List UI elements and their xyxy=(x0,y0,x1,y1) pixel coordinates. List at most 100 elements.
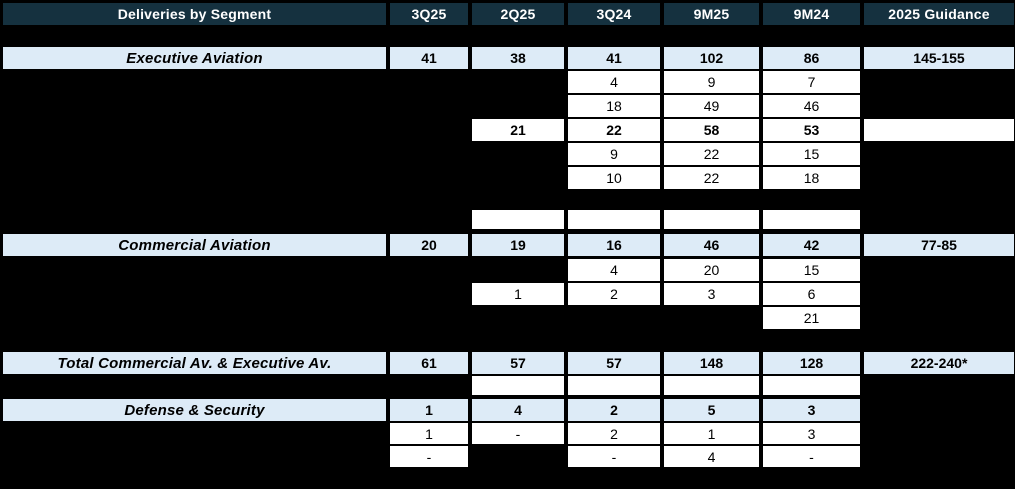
empty-cell xyxy=(864,210,1014,229)
label-spacer xyxy=(3,307,386,329)
value-cell: 3 xyxy=(664,283,759,305)
empty-cell xyxy=(472,71,564,93)
detail-row: 18 49 46 xyxy=(3,95,1015,117)
value-cell: 57 xyxy=(568,352,660,374)
value-cell: 7 xyxy=(763,71,860,93)
value-cell: 3 xyxy=(763,399,860,421)
blank-value-cell xyxy=(472,376,564,395)
empty-cell xyxy=(864,95,1014,117)
value-cell: 18 xyxy=(568,95,660,117)
empty-cell xyxy=(664,307,759,329)
detail-row: 9 22 15 xyxy=(3,143,1015,165)
label-spacer xyxy=(3,423,386,444)
empty-cell xyxy=(390,119,468,141)
empty-cell xyxy=(472,446,564,467)
empty-cell xyxy=(864,423,1014,444)
value-cell: - xyxy=(568,446,660,467)
blank-value-cell xyxy=(472,210,564,229)
label-spacer xyxy=(3,167,386,189)
label-spacer xyxy=(3,283,386,305)
value-cell: 61 xyxy=(390,352,468,374)
empty-cell xyxy=(864,376,1014,395)
value-cell: 20 xyxy=(390,234,468,256)
label-spacer xyxy=(3,143,386,165)
value-cell: 15 xyxy=(763,259,860,281)
table-body: Executive Aviation 41 38 41 102 86 145-155 4 9 7 1… xyxy=(3,47,1015,467)
empty-cell xyxy=(864,399,1014,421)
detail-row: 10 22 18 xyxy=(3,167,1015,189)
value-cell: 5 xyxy=(664,399,759,421)
empty-cell xyxy=(864,167,1014,189)
value-cell: 53 xyxy=(763,119,860,141)
spacer-row xyxy=(3,210,1015,229)
value-cell: 4 xyxy=(568,71,660,93)
blank-value-cell xyxy=(763,210,860,229)
segment-label: Commercial Aviation xyxy=(3,234,386,256)
value-cell: 41 xyxy=(390,47,468,69)
empty-cell xyxy=(472,307,564,329)
empty-cell xyxy=(472,259,564,281)
value-cell: 46 xyxy=(763,95,860,117)
value-cell: - xyxy=(763,446,860,467)
column-header-2q25: 2Q25 xyxy=(472,3,564,25)
column-header-9m25: 9M25 xyxy=(664,3,759,25)
empty-cell xyxy=(472,167,564,189)
value-cell: 46 xyxy=(664,234,759,256)
blank-value-cell xyxy=(664,210,759,229)
segment-row: Defense & Security 1 4 2 5 3 xyxy=(3,399,1015,421)
blank-guidance-cell xyxy=(864,119,1014,141)
value-cell: 57 xyxy=(472,352,564,374)
empty-cell xyxy=(864,283,1014,305)
empty-cell xyxy=(390,376,468,395)
empty-cell xyxy=(568,307,660,329)
value-cell: 4 xyxy=(664,446,759,467)
value-cell: 1 xyxy=(390,399,468,421)
value-cell: 102 xyxy=(664,47,759,69)
table-header-row: Deliveries by Segment 3Q25 2Q25 3Q24 9M2… xyxy=(3,3,1015,25)
value-cell: 15 xyxy=(763,143,860,165)
column-header-9m24: 9M24 xyxy=(763,3,860,25)
segment-label: Defense & Security xyxy=(3,399,386,421)
empty-cell xyxy=(864,446,1014,467)
value-cell: 1 xyxy=(390,423,468,444)
table-title: Deliveries by Segment xyxy=(3,3,386,25)
column-header-2025-guidance: 2025 Guidance xyxy=(864,3,1014,25)
detail-row: 21 xyxy=(3,307,1015,329)
column-header-3q24: 3Q24 xyxy=(568,3,660,25)
value-cell: 4 xyxy=(472,399,564,421)
value-cell: 20 xyxy=(664,259,759,281)
value-cell: 21 xyxy=(472,119,564,141)
value-cell: 22 xyxy=(664,143,759,165)
empty-cell xyxy=(864,259,1014,281)
empty-cell xyxy=(390,259,468,281)
blank-value-cell xyxy=(763,376,860,395)
value-cell: 21 xyxy=(763,307,860,329)
value-cell: 22 xyxy=(568,119,660,141)
value-cell: 148 xyxy=(664,352,759,374)
value-cell: 41 xyxy=(568,47,660,69)
blank-value-cell xyxy=(664,376,759,395)
value-cell: - xyxy=(390,446,468,467)
segment-row: Commercial Aviation 20 19 16 46 42 77-85 xyxy=(3,234,1015,256)
label-spacer xyxy=(3,376,386,395)
value-cell: 58 xyxy=(664,119,759,141)
value-cell: 2 xyxy=(568,423,660,444)
label-spacer xyxy=(3,259,386,281)
label-spacer xyxy=(3,210,386,229)
value-cell: 42 xyxy=(763,234,860,256)
blank-value-cell xyxy=(568,210,660,229)
detail-row: 4 20 15 xyxy=(3,259,1015,281)
value-cell: 2 xyxy=(568,283,660,305)
value-cell: 18 xyxy=(763,167,860,189)
value-cell: 19 xyxy=(472,234,564,256)
empty-cell xyxy=(472,143,564,165)
empty-cell xyxy=(390,143,468,165)
empty-cell xyxy=(864,71,1014,93)
detail-row: 21 22 58 53 xyxy=(3,119,1015,141)
value-cell: 49 xyxy=(664,95,759,117)
empty-cell xyxy=(472,95,564,117)
value-cell: - xyxy=(472,423,564,444)
